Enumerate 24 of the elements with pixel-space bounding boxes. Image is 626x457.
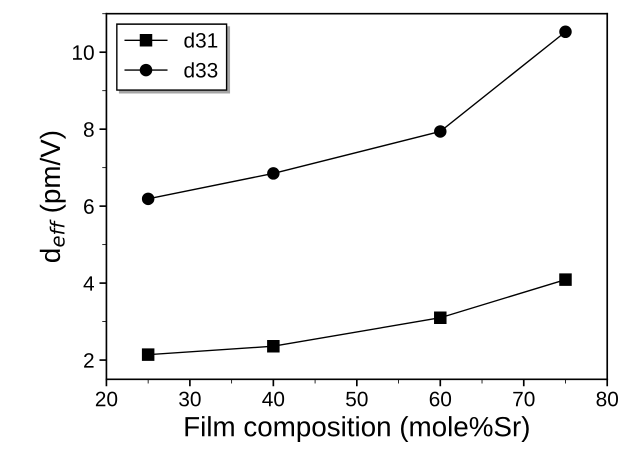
x-axis-title: Film composition (mole%Sr) — [185, 416, 529, 442]
x-tick-label: 80 — [596, 392, 618, 406]
point — [267, 167, 280, 180]
y-tick-label: 10 — [73, 45, 94, 60]
point — [434, 311, 447, 324]
y-tick-label: 8 — [84, 122, 94, 137]
point — [267, 340, 280, 352]
y-tick-label: 6 — [84, 199, 94, 214]
legend-label: d31 — [184, 32, 218, 48]
point — [434, 125, 447, 138]
point — [142, 192, 154, 206]
x-tick-label: 30 — [179, 392, 201, 406]
x-tick-label: 40 — [262, 392, 284, 406]
point — [559, 273, 572, 286]
y-tick-label: 4 — [84, 276, 94, 291]
x-tick-label: 20 — [96, 392, 118, 406]
y-tick-label: 2 — [84, 353, 94, 368]
x-tick-label: 50 — [346, 392, 368, 406]
x-tick-label: 70 — [513, 392, 535, 406]
point — [559, 26, 572, 38]
point — [142, 348, 154, 361]
x-tick-label: 60 — [430, 392, 452, 406]
legend-label: d33 — [184, 62, 218, 78]
y-axis-title: d$_{eff}$ (pm/V) — [40, 132, 66, 262]
